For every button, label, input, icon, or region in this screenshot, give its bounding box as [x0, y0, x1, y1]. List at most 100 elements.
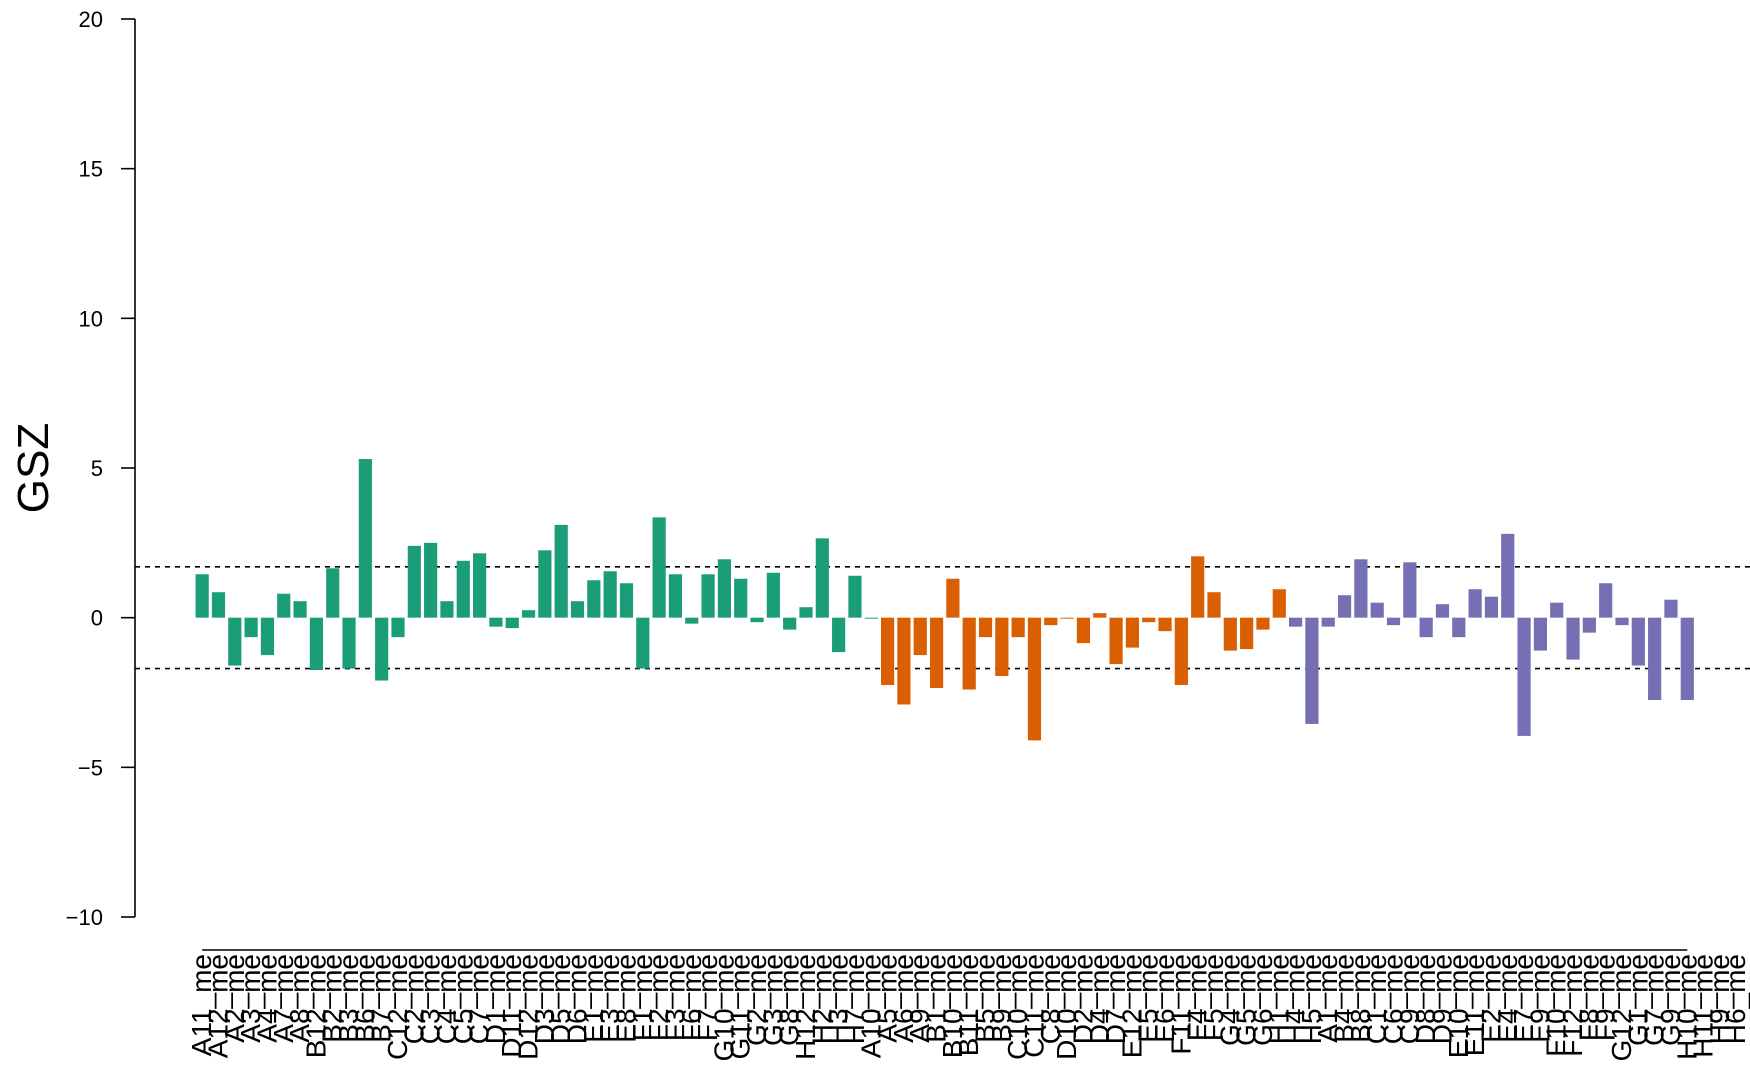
x-tick-label: E11_me: [1459, 954, 1490, 1056]
x-tick-label: H5_me: [1296, 954, 1327, 1044]
x-tick-label: B4_me: [1329, 954, 1360, 1043]
bar: [554, 524, 568, 618]
bar: [897, 617, 911, 705]
bar: [1680, 617, 1694, 700]
x-tick-label: F1_me: [627, 954, 658, 1041]
bar: [652, 517, 666, 618]
bar: [701, 574, 715, 618]
x-tick-label: H10_me: [1671, 954, 1702, 1060]
x-tick-label: F3_me: [659, 954, 690, 1041]
x-tick-label: G4_me: [1214, 954, 1245, 1046]
bar: [326, 568, 340, 618]
bar: [456, 560, 470, 618]
bar: [1142, 617, 1156, 623]
x-tick-label: A9_me: [904, 954, 935, 1043]
bar: [913, 617, 927, 656]
x-tick-label: C8_me: [1035, 954, 1066, 1044]
bar: [799, 607, 813, 618]
x-tick-label: H3_me: [823, 954, 854, 1044]
bar: [1272, 589, 1286, 618]
x-tick-label: C9_me: [1394, 954, 1425, 1044]
bar: [1664, 599, 1678, 618]
x-tick-label: B5_me: [970, 954, 1001, 1043]
bar: [1305, 617, 1319, 724]
x-tick-label: H9_me: [1704, 954, 1735, 1044]
bar: [783, 617, 797, 630]
bar: [881, 617, 895, 686]
x-tick-label: D11_me: [496, 954, 527, 1058]
bar: [1158, 617, 1172, 632]
bar: [946, 578, 960, 618]
bar: [1615, 617, 1629, 626]
x-tick-label: A8_me: [284, 954, 315, 1043]
bar: [375, 617, 389, 681]
y-tick-label: −10: [66, 905, 103, 930]
bar: [1354, 559, 1368, 618]
bar: [521, 610, 536, 618]
bar: [1044, 617, 1058, 626]
category-labels: A11_meA12_meA2_meA3_meA4_meA7_meA8_meB12…: [186, 954, 1750, 1061]
bar: [1370, 602, 1384, 618]
x-tick-label: E3_me: [594, 954, 625, 1043]
bar: [1076, 617, 1091, 644]
y-tick-label: 15: [79, 157, 103, 182]
bar: [1174, 617, 1188, 686]
bar: [1566, 617, 1580, 660]
x-tick-label: G10_me: [708, 954, 739, 1061]
x-tick-label: A1_me: [1312, 954, 1343, 1043]
bar: [1484, 596, 1499, 618]
bar: [489, 617, 503, 627]
bar: [1256, 617, 1270, 630]
x-tick-label: H2_me: [806, 954, 837, 1044]
x-tick-label: B10_me: [937, 954, 968, 1058]
x-tick-label: C6_me: [1378, 954, 1409, 1044]
x-tick-label: D7_me: [1100, 954, 1131, 1044]
bar: [603, 571, 617, 618]
x-tick-label: C11_me: [1018, 954, 1049, 1058]
bar: [636, 617, 650, 669]
bar: [1223, 617, 1237, 651]
x-tick-label: C10_me: [1002, 954, 1033, 1060]
x-tick-label: A6_me: [888, 954, 919, 1043]
x-tick-label: F10_me: [1541, 954, 1572, 1057]
x-tick-label: C2_me: [398, 954, 429, 1044]
bar: [1060, 617, 1074, 619]
x-tick-label: E8_me: [610, 954, 641, 1043]
bar: [978, 617, 993, 638]
x-tick-label: D9_me: [1426, 954, 1457, 1044]
x-tick-label: F8_me: [1573, 954, 1604, 1041]
bar: [228, 617, 242, 666]
bar: [668, 574, 683, 618]
x-tick-label: F6_me: [676, 954, 707, 1041]
bar: [1093, 613, 1107, 618]
bar: [1207, 592, 1221, 618]
bar: [766, 572, 780, 618]
x-tick-label: E10_me: [1443, 954, 1474, 1058]
bar: [342, 617, 356, 669]
x-tick-label: D10_me: [1051, 954, 1082, 1060]
x-tick-label: F4_me: [1182, 954, 1213, 1041]
x-tick-label: B3_me: [333, 954, 364, 1043]
x-tick-label: E2_me: [1475, 954, 1506, 1043]
x-tick-label: C3_me: [415, 954, 446, 1044]
bar: [1599, 583, 1613, 618]
x-tick-label: H1_me: [1263, 954, 1294, 1044]
x-tick-label: E5_me: [1133, 954, 1164, 1043]
bar: [1452, 617, 1466, 638]
bar: [195, 574, 209, 618]
bar: [358, 459, 372, 618]
x-tick-label: A2_me: [219, 954, 250, 1043]
bar: [750, 617, 764, 623]
bar: [1533, 617, 1547, 651]
x-tick-label: A12_me: [202, 954, 233, 1058]
x-tick-label: F2_me: [643, 954, 674, 1041]
bar: [309, 617, 323, 671]
x-tick-label: A10_me: [855, 954, 886, 1058]
bar: [260, 617, 275, 656]
x-tick-label: C7_me: [464, 954, 495, 1044]
x-tick-label: C12_me: [382, 954, 413, 1060]
bar: [505, 617, 519, 629]
bar: [1403, 562, 1417, 618]
bar: [832, 617, 846, 653]
